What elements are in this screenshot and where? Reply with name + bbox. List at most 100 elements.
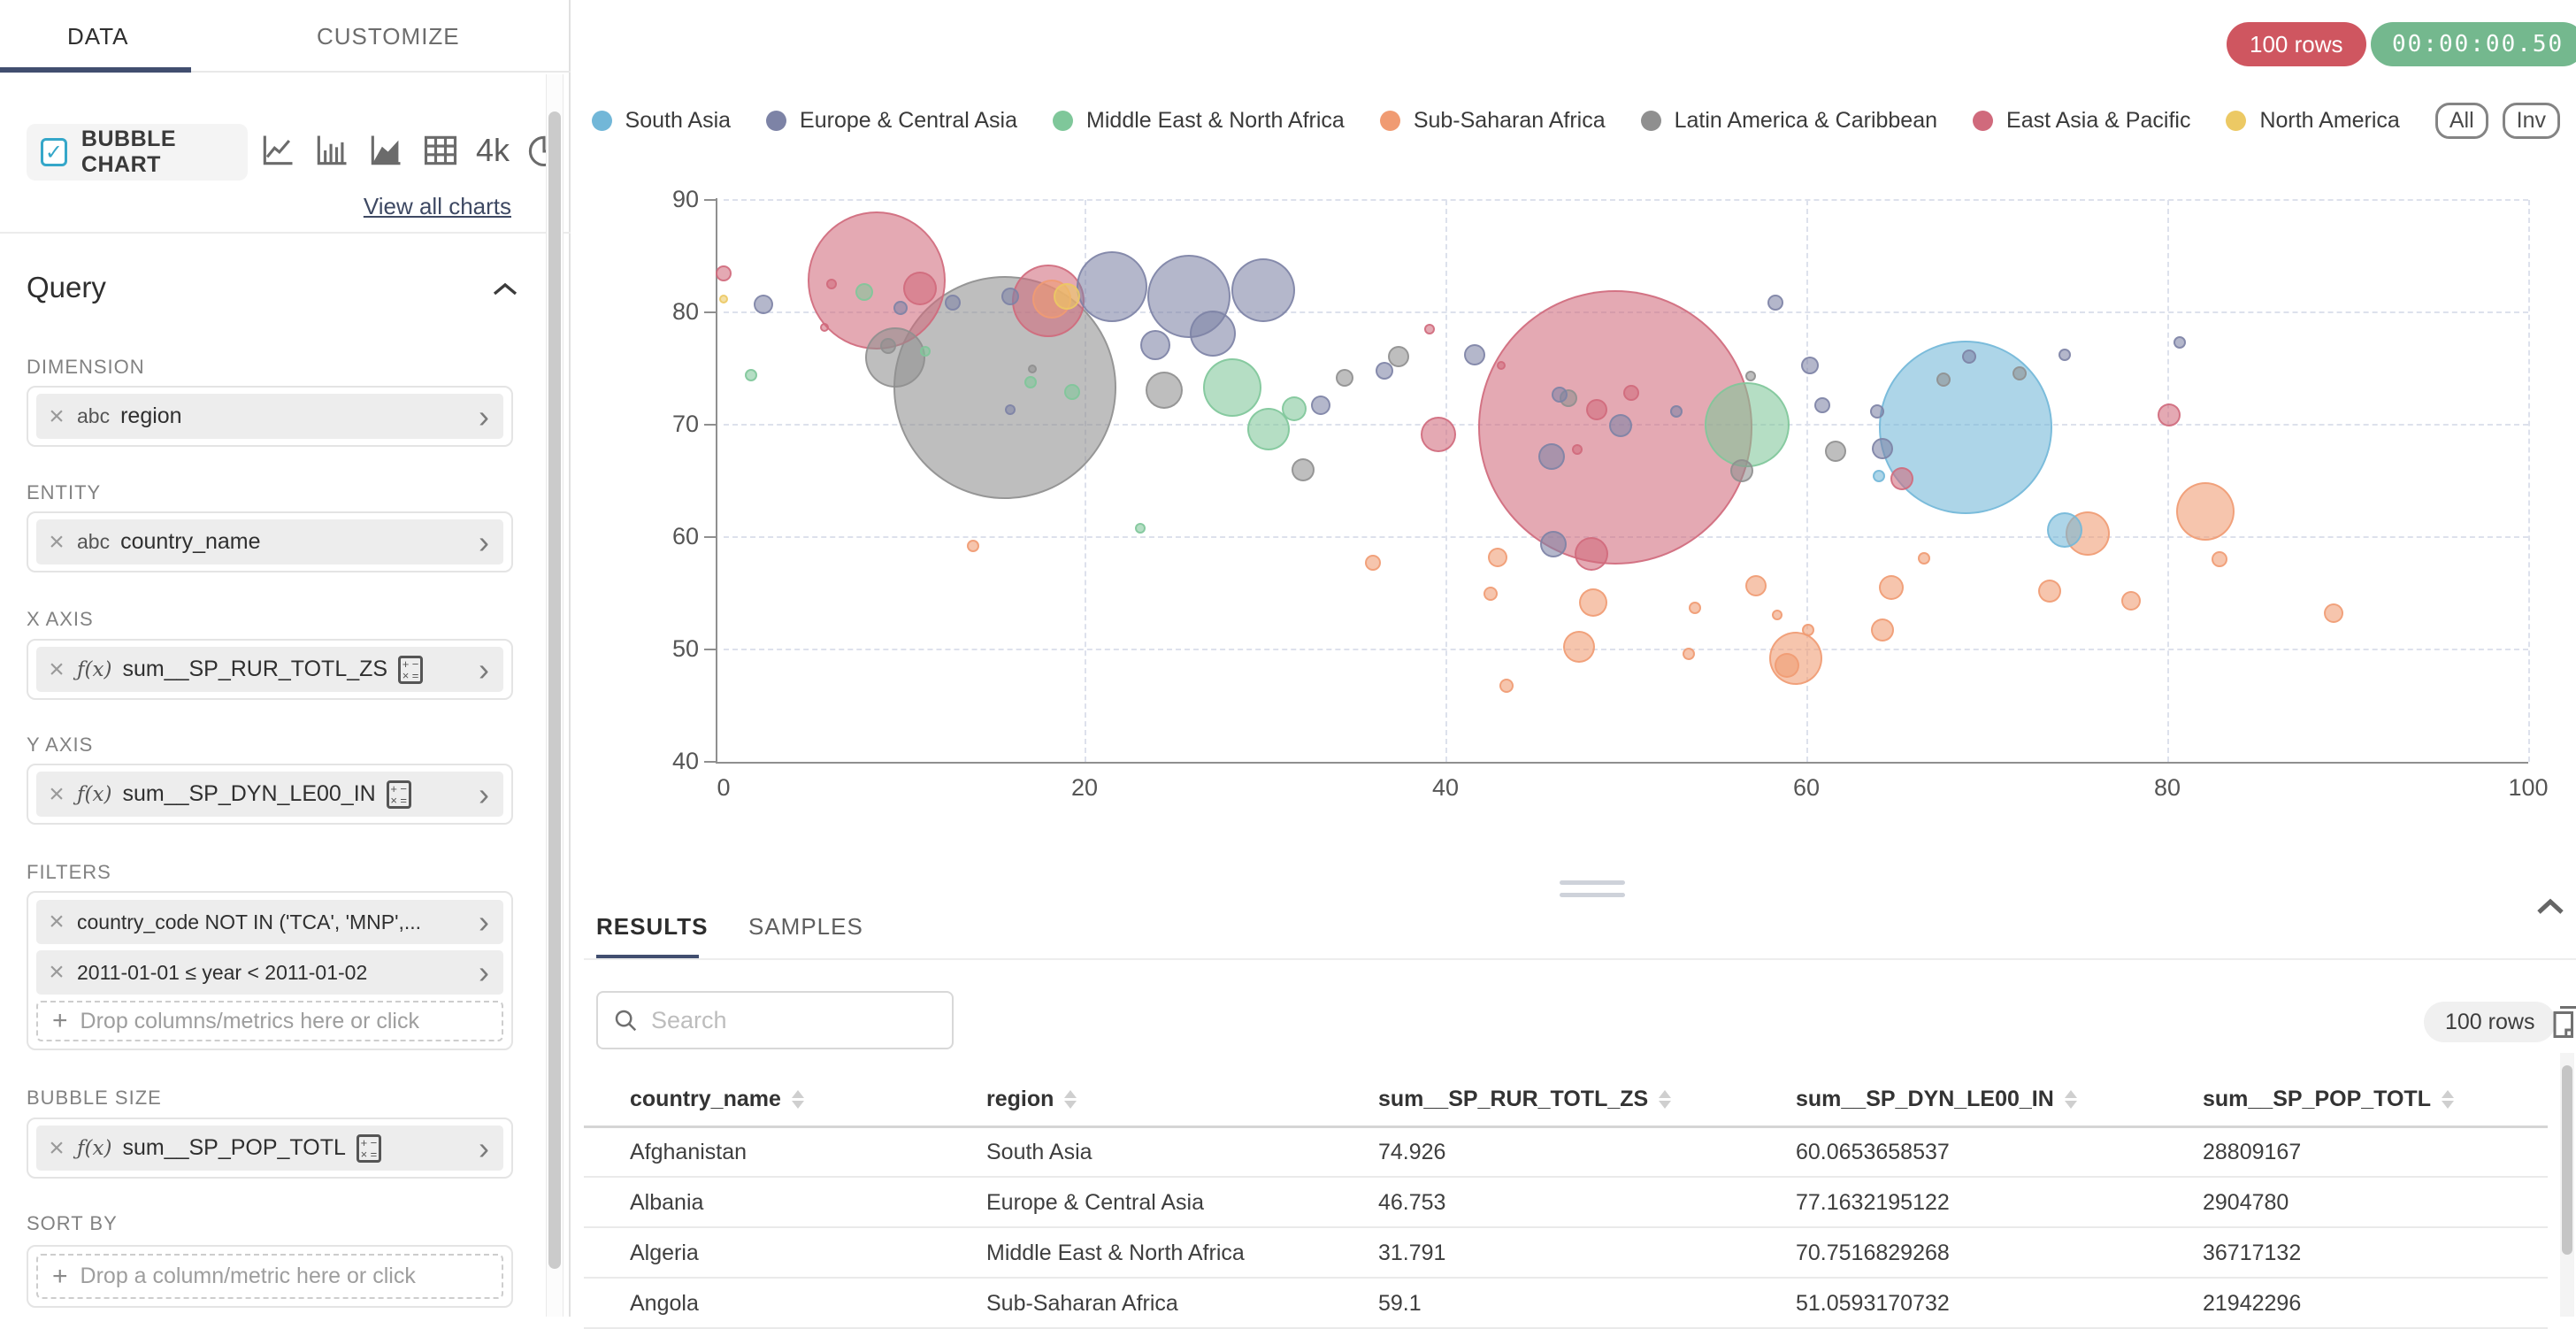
bubble[interactable] (2175, 481, 2235, 541)
chevron-right-icon[interactable]: › (479, 954, 489, 990)
legend-item-north-america[interactable]: North America (2226, 108, 2400, 134)
collapse-query-icon[interactable] (492, 281, 518, 302)
bubble[interactable] (1375, 362, 1393, 380)
legend-inv-button[interactable]: Inv (2502, 102, 2560, 139)
filters-drop-zone[interactable]: + Drop columns/metrics here or click (36, 1001, 503, 1041)
remove-icon[interactable]: × (49, 654, 65, 684)
bubble[interactable] (1683, 648, 1696, 661)
bubble[interactable] (1688, 602, 1701, 614)
legend-item-south-asia[interactable]: South Asia (591, 108, 731, 134)
sort-icon[interactable] (2441, 1090, 2454, 1109)
view-all-charts-link[interactable]: View all charts (363, 193, 511, 219)
bubble[interactable] (2174, 336, 2187, 350)
tab-samples[interactable]: SAMPLES (748, 913, 863, 940)
sort-by-drop-zone[interactable]: + Drop a column/metric here or click (36, 1254, 503, 1299)
bubble[interactable] (753, 295, 773, 315)
bubble-size-field[interactable]: × ƒ(x) sum__SP_POP_TOTL + − × = › (27, 1118, 513, 1179)
panel-resize-handle[interactable] (1560, 880, 1625, 905)
bar-chart-icon[interactable] (312, 131, 351, 170)
column-header-sum__SP_POP_TOTL[interactable]: sum__SP_POP_TOTL (2203, 1087, 2454, 1112)
bubble[interactable] (1623, 385, 1640, 402)
bubble[interactable] (1420, 417, 1456, 453)
bubble[interactable] (1063, 384, 1080, 401)
collapse-results-icon[interactable] (2535, 897, 2565, 921)
bubble[interactable] (1076, 250, 1147, 322)
bubble[interactable] (1281, 396, 1307, 422)
bubble[interactable] (1484, 586, 1498, 601)
bubble[interactable] (1869, 403, 1884, 419)
bubble[interactable] (1139, 329, 1170, 360)
big-number-chart-icon[interactable]: 4k (476, 132, 510, 168)
bubble[interactable] (1917, 552, 1930, 565)
column-header-region[interactable]: region (986, 1087, 1077, 1112)
bubble[interactable] (1575, 537, 1609, 572)
bubble[interactable] (1001, 288, 1020, 306)
bubble[interactable] (1024, 375, 1037, 388)
legend-item-middle-east-north-africa[interactable]: Middle East & North Africa (1053, 108, 1345, 134)
table-chart-icon[interactable] (420, 131, 461, 170)
bubble[interactable] (1387, 345, 1409, 367)
bubble[interactable] (1488, 547, 1508, 567)
entity-field[interactable]: × abc country_name › (27, 511, 513, 572)
bubble[interactable] (1802, 624, 1815, 637)
bubble[interactable] (2121, 591, 2142, 611)
filter-pill-1[interactable]: × 2011-01-01 ≤ year < 2011-01-02 › (36, 950, 503, 995)
sort-icon[interactable] (2064, 1090, 2077, 1109)
bubble[interactable] (1335, 368, 1353, 387)
bubble[interactable] (1005, 404, 1016, 416)
selected-chart-pill[interactable]: ✓ BUBBLE CHART (27, 124, 248, 181)
bubble[interactable] (966, 540, 979, 553)
bubble[interactable] (826, 279, 838, 290)
bubble[interactable] (744, 369, 757, 382)
bubble[interactable] (2323, 603, 2343, 624)
bubble[interactable] (1670, 404, 1683, 418)
tab-results[interactable]: RESULTS (596, 913, 709, 940)
bubble[interactable] (864, 326, 925, 388)
bubble[interactable] (1772, 609, 1783, 620)
chevron-right-icon[interactable]: › (479, 650, 489, 688)
bubble[interactable] (1936, 373, 1951, 388)
legend-all-button[interactable]: All (2434, 102, 2488, 139)
bubble[interactable] (920, 346, 932, 357)
results-scrollbar-thumb[interactable] (2562, 1065, 2572, 1255)
bubble[interactable] (1311, 396, 1331, 416)
chevron-right-icon[interactable]: › (479, 1129, 489, 1166)
bubble[interactable] (1053, 283, 1080, 311)
bubble[interactable] (1538, 442, 1566, 470)
bubble[interactable] (945, 294, 962, 311)
bubble[interactable] (1571, 443, 1583, 455)
bubble[interactable] (1365, 555, 1382, 572)
remove-icon[interactable]: × (49, 526, 65, 557)
bubble[interactable] (820, 322, 830, 332)
bubble[interactable] (1871, 437, 1893, 459)
bubble[interactable] (1135, 522, 1146, 534)
remove-icon[interactable]: × (49, 401, 65, 431)
bubble[interactable] (1729, 459, 1753, 483)
bubble[interactable] (1579, 588, 1608, 617)
bubble[interactable] (1872, 470, 1885, 483)
chevron-right-icon[interactable]: › (479, 775, 489, 812)
bubble[interactable] (1423, 324, 1435, 335)
bubble[interactable] (1824, 441, 1846, 463)
bubble[interactable] (879, 338, 896, 355)
bubble[interactable] (1540, 530, 1568, 557)
bubble[interactable] (1499, 678, 1514, 693)
bubble[interactable] (1230, 257, 1295, 322)
dimension-field[interactable]: × abc region › (27, 386, 513, 447)
line-chart-icon[interactable] (258, 131, 297, 170)
tab-data[interactable]: DATA (67, 23, 129, 50)
column-header-sum__SP_RUR_TOTL_ZS[interactable]: sum__SP_RUR_TOTL_ZS (1378, 1087, 1672, 1112)
bubble[interactable] (1027, 364, 1037, 373)
column-header-country_name[interactable]: country_name (630, 1087, 804, 1112)
bubble[interactable] (903, 272, 938, 306)
bubble[interactable] (1586, 399, 1608, 421)
legend-item-east-asia-pacific[interactable]: East Asia & Pacific (1973, 108, 2190, 134)
sidebar-scrollbar-thumb[interactable] (548, 111, 561, 1269)
bubble[interactable] (2012, 365, 2027, 380)
checkbox-icon[interactable]: ✓ (41, 138, 67, 166)
bubble[interactable] (1744, 574, 1767, 596)
y-axis-field[interactable]: × ƒ(x) sum__SP_DYN_LE00_IN + − × = › (27, 764, 513, 825)
bubble[interactable] (1961, 349, 1976, 364)
bubble[interactable] (1814, 397, 1831, 414)
area-chart-icon[interactable] (366, 131, 405, 170)
